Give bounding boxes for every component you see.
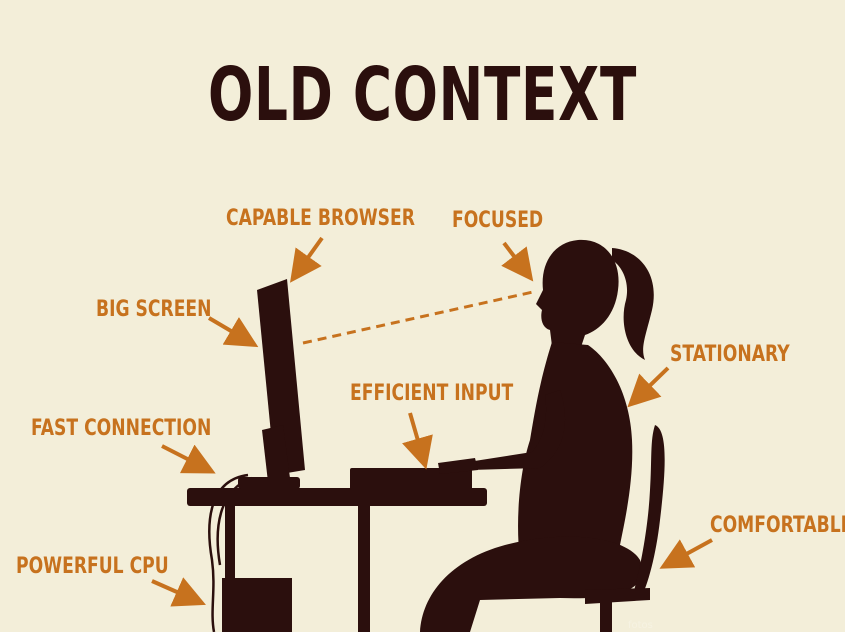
page-title: OLD CONTEXT: [207, 52, 638, 138]
label-powerful-cpu: POWERFUL CPU: [16, 554, 169, 579]
gaze-line: [302, 290, 534, 345]
label-comfortable: COMFORTABLE: [710, 513, 845, 538]
arrow-big-screen: [207, 316, 259, 348]
desk: [187, 488, 487, 632]
monitor: [238, 279, 305, 489]
arrow-stationary: [627, 366, 670, 408]
arrow-fast-connection: [161, 444, 216, 474]
label-big-screen: BIG SCREEN: [96, 297, 212, 322]
arrow-efficient-input: [402, 412, 433, 470]
arrows: [151, 236, 713, 607]
label-capable-browser: CAPABLE BROWSER: [226, 206, 415, 231]
label-efficient-input: EFFICIENT INPUT: [350, 381, 514, 406]
label-focused: FOCUSED: [452, 208, 544, 233]
arrow-comfortable: [659, 538, 713, 569]
svg-text:fotos: fotos: [628, 620, 653, 631]
label-fast-connection: FAST CONNECTION: [31, 416, 212, 441]
arrow-capable-browser: [290, 236, 324, 283]
arrow-powerful-cpu: [151, 577, 206, 607]
label-stationary: STATIONARY: [670, 342, 790, 367]
arrow-focused: [501, 241, 534, 282]
person-silhouette: [420, 239, 665, 632]
